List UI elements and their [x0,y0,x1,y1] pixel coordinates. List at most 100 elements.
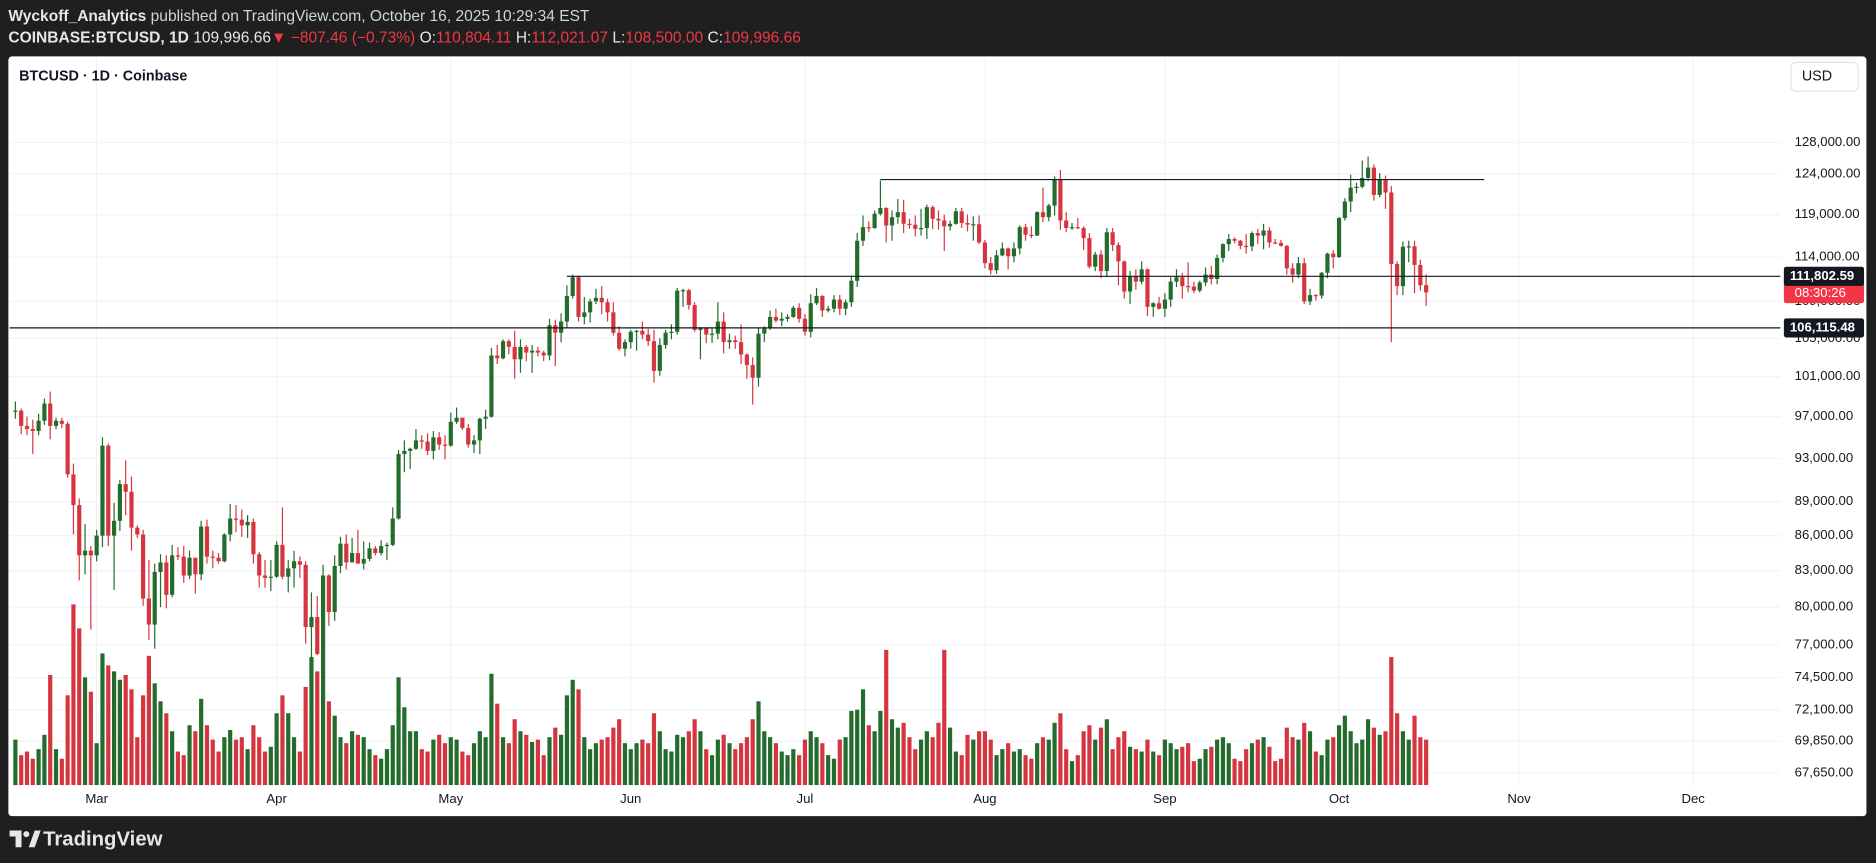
brand: TradingView [43,828,163,850]
volume-bar [419,749,424,786]
volume-bar [442,743,448,786]
candle-body [1424,285,1429,293]
volume-bar [181,755,186,786]
candle-body [500,341,506,359]
volume-bar [1040,737,1046,786]
currency-button[interactable] [1790,61,1859,92]
volume-bar [117,679,122,786]
candle-body [146,598,151,625]
candle-body [1302,263,1307,302]
x-tick-label: Apr [266,791,287,806]
volume-bar [1395,713,1400,786]
candle-body [454,417,459,422]
logo [9,830,41,848]
y-tick-label: 69,850.00 [1795,733,1854,748]
candle-body [1319,272,1324,296]
candle-body [466,427,471,445]
volume-bar [106,665,111,786]
volume-bar [477,731,482,786]
volume-bar [866,725,871,786]
candle-body [698,328,703,330]
candle-body [576,277,581,317]
candle-body [193,557,198,575]
volume-bar [390,725,395,786]
candle-body [860,227,866,241]
volume-bar [768,737,773,786]
volume-bar [500,737,506,786]
x-tick-label: Jun [620,791,641,806]
candle-body [164,562,169,595]
candle-body [442,444,448,446]
volume-bar [1238,761,1243,786]
candle-body [1371,167,1376,195]
volume-bar [977,731,982,786]
volume-bar [907,737,912,786]
volume-bar [814,737,819,786]
candle-body [408,448,413,451]
volume-bar [1000,749,1005,786]
volume-bar [460,751,465,786]
candle-body [222,534,227,562]
volume-bar [1110,749,1115,786]
candle-body [1116,245,1121,262]
volume-bar [1104,719,1109,786]
candle-body [1255,233,1260,236]
candle-body [657,344,662,371]
candle-body [541,352,546,356]
volume-bar [94,743,99,786]
currency-label[interactable]: USD [1802,69,1832,85]
volume-bar [1168,743,1173,786]
volume-bar [1069,761,1075,786]
candle-body [1011,248,1017,257]
candle-body [675,290,680,332]
candle-body [228,518,233,535]
volume-bar [280,695,285,786]
y-tick-label: 77,000.00 [1795,636,1854,651]
x-tick-label: Jul [797,791,814,806]
candle-body [512,346,517,360]
candle-body [1296,263,1301,275]
volume-bar [529,741,535,786]
candle-body [895,212,900,218]
volume-bar [936,722,941,786]
volume-bar [1098,727,1104,786]
volume-bar [413,731,419,786]
candle-body [326,575,331,613]
candle-body [901,212,906,224]
volume-bar [210,739,215,786]
candle-body [1325,253,1330,273]
ohlc-label: O: [420,30,436,47]
volume-bar [239,737,244,786]
volume-bar [843,737,848,786]
volume-bar [437,734,442,786]
candle-body [175,555,181,557]
candle-body [1215,257,1220,279]
candle-body [669,331,674,333]
volume-bar [471,743,477,786]
candle-body [1075,227,1080,229]
x-tick-label: Sep [1153,791,1176,806]
candle-body [1418,264,1423,286]
volume-bar [1139,751,1144,786]
candle-body [529,350,535,353]
volume-bar [605,737,610,786]
volume-bar [431,739,436,786]
candle-body [82,550,88,556]
candle-body [878,208,883,214]
volume-bar [1348,731,1353,786]
volume-bar [622,743,628,786]
candle-body [204,526,210,557]
volume-bar [582,737,587,786]
candle-body [1203,274,1208,283]
volume-bar [959,755,964,786]
candle-body [855,240,860,281]
candle-body [135,527,140,535]
candle-body [489,355,494,417]
volume-bar [930,737,935,786]
ohlc-value: 109,996.66 [723,30,801,47]
volume-bar [1215,739,1220,786]
candle-body [1174,277,1179,282]
volume-bar [727,743,732,786]
volume-bar [802,739,808,786]
volume-bar [315,671,320,786]
